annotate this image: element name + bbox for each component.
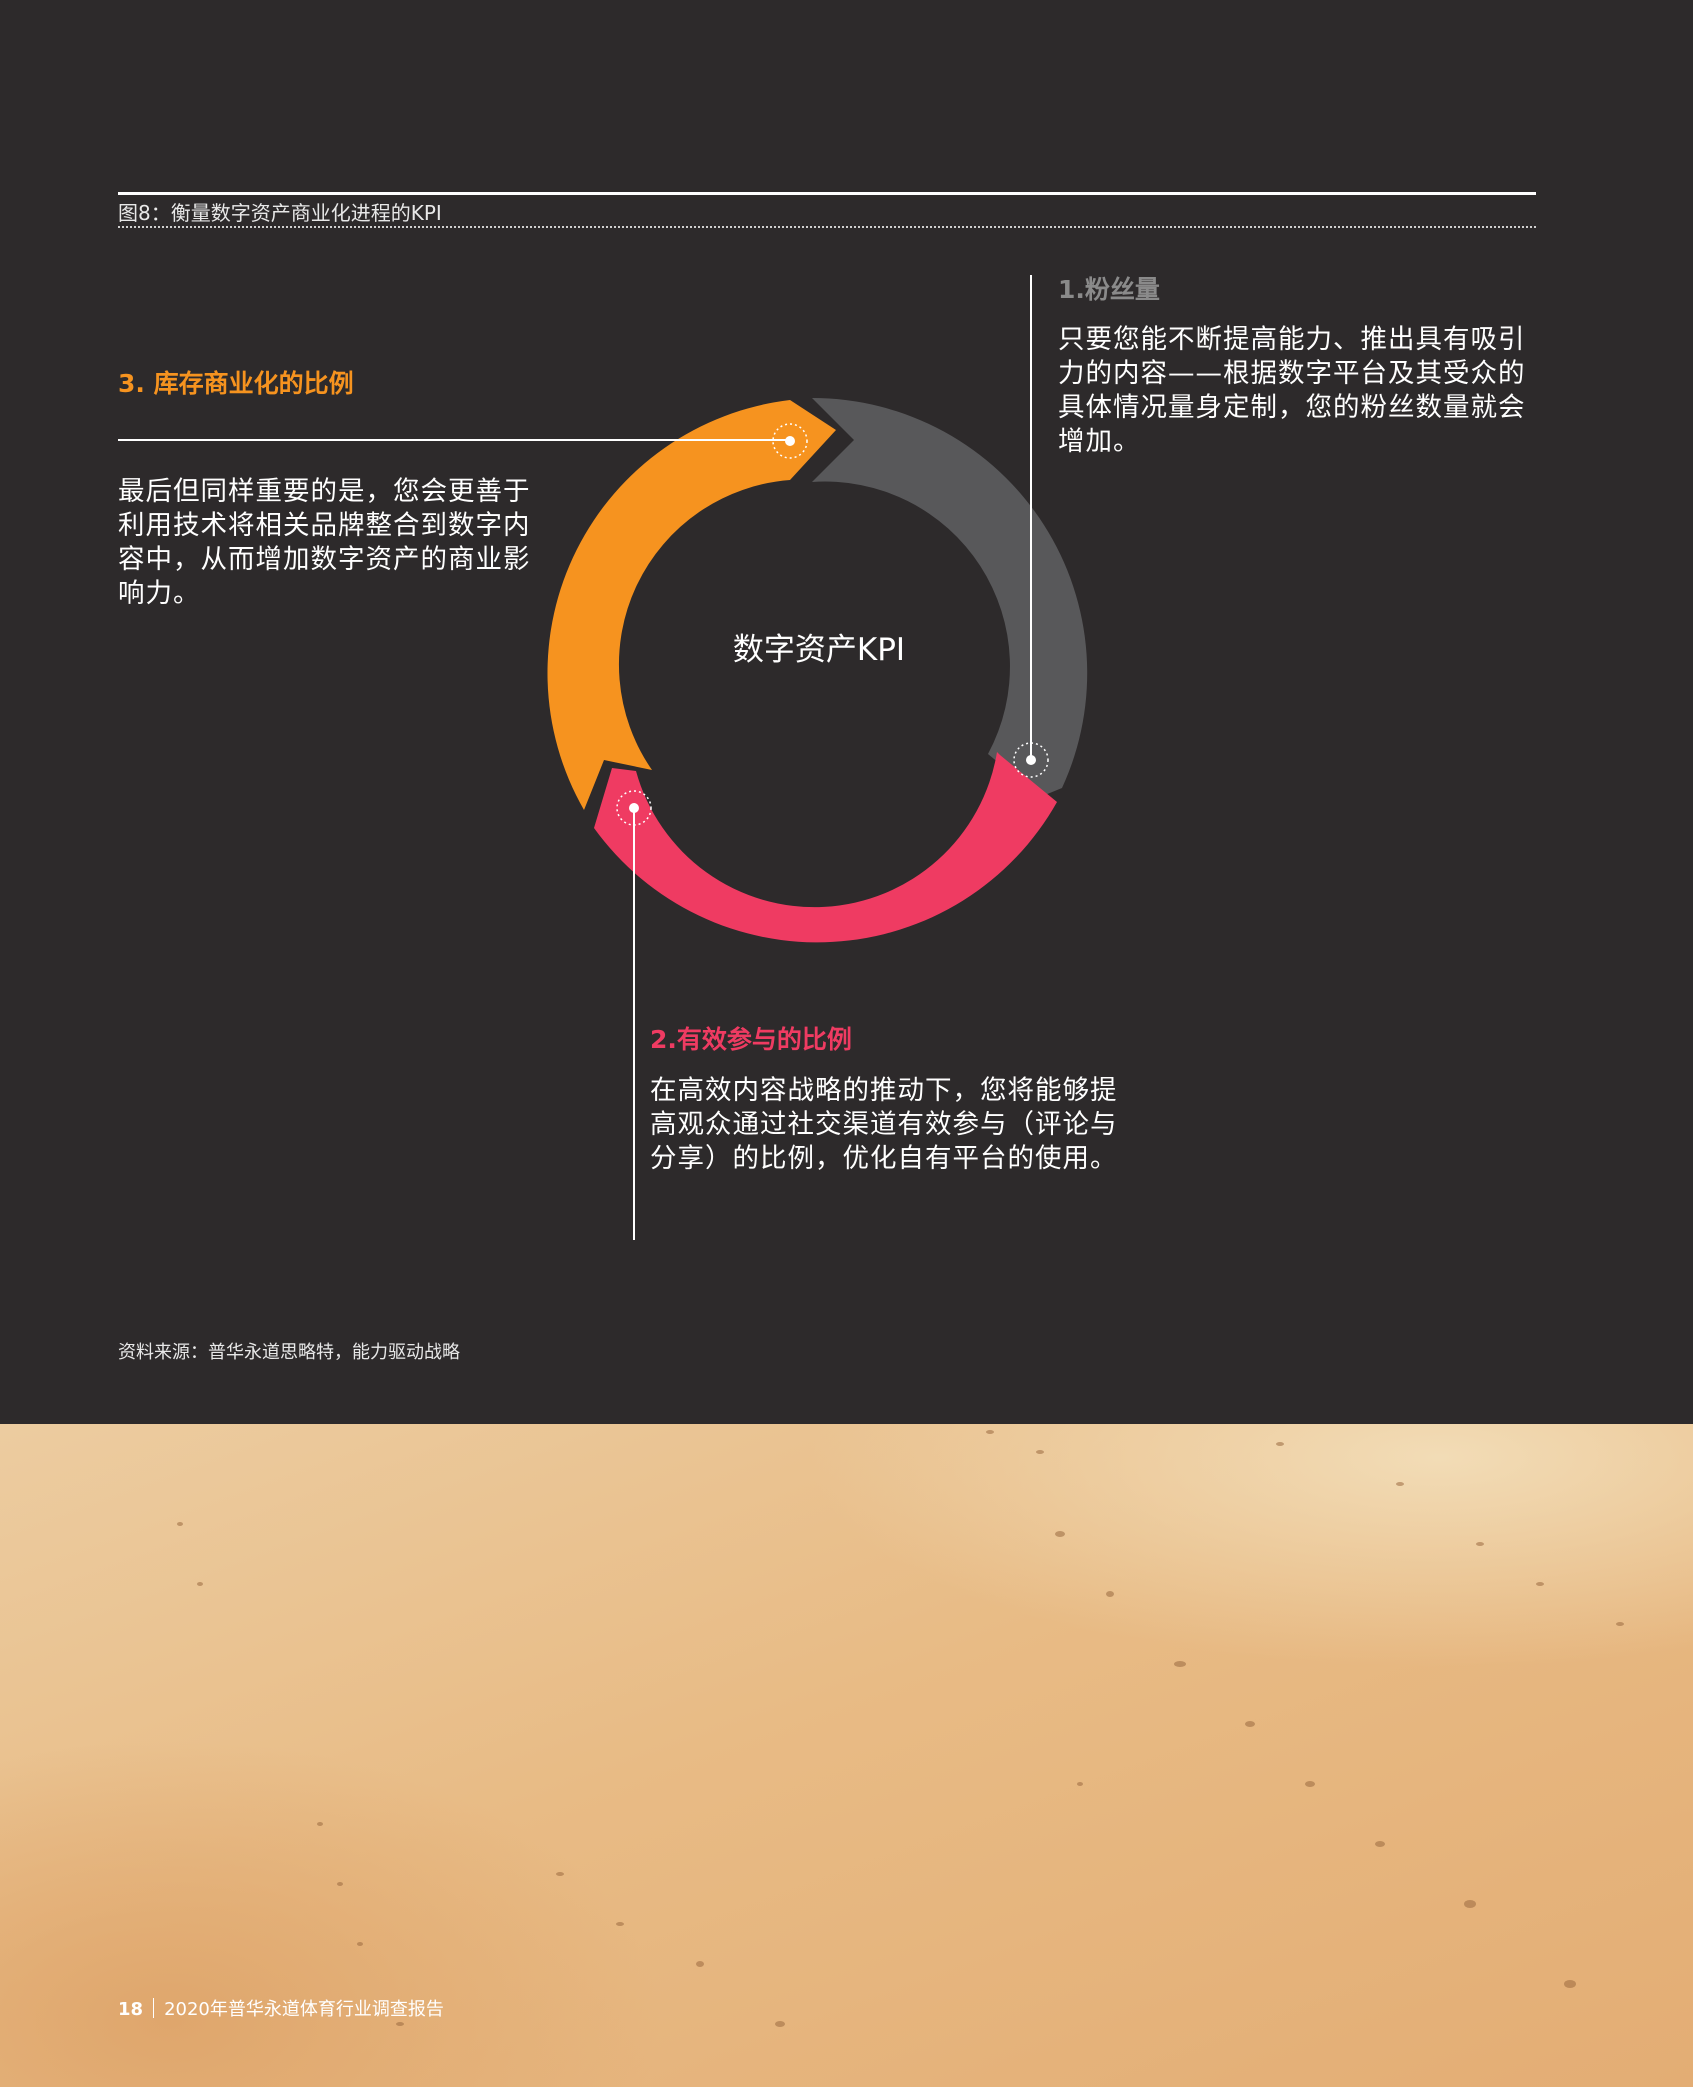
figure-dotted-rule: [118, 226, 1536, 228]
kpi-segment-engagement: [594, 752, 1057, 943]
report-title: 2020年普华永道体育行业调查报告: [164, 1999, 444, 2020]
connector-line-fans: [1030, 275, 1032, 760]
kpi-heading-inventory: 3. 库存商业化的比例: [118, 369, 354, 398]
diagram-center-label: 数字资产KPI: [733, 632, 905, 668]
footprints-texture: [177, 1430, 1624, 2027]
figure-source: 资料来源：普华永道思略特，能力驱动战略: [118, 1342, 460, 1363]
connector-line-inventory: [118, 439, 790, 441]
footer-divider: [153, 1998, 155, 2018]
figure-title: 图8：衡量数字资产商业化进程的KPI: [118, 201, 442, 225]
kpi-segment-fans: [812, 397, 1088, 797]
page-number: 18: [118, 1999, 144, 2020]
connector-line-engagement: [633, 808, 635, 1240]
kpi-text-fans: 只要您能不断提高能力、推出具有吸引力的内容——根据数字平台及其受众的具体情况量身…: [1058, 324, 1526, 457]
kpi-text-engagement: 在高效内容战略的推动下，您将能够提高观众通过社交渠道有效参与（评论与分享）的比例…: [650, 1075, 1118, 1174]
kpi-segment-inventory: [547, 400, 836, 810]
page-footer: 18 2020年普华永道体育行业调查报告: [118, 1995, 444, 2021]
sand-photo: [0, 1424, 1693, 2087]
figure-top-rule: [118, 192, 1536, 195]
dark-background: [0, 0, 1693, 1424]
kpi-cycle-diagram: 数字资产KPI: [547, 397, 1088, 943]
kpi-heading-fans: 1.粉丝量: [1058, 275, 1160, 304]
kpi-heading-engagement: 2.有效参与的比例: [650, 1025, 852, 1054]
kpi-text-inventory: 最后但同样重要的是，您会更善于利用技术将相关品牌整合到数字内容中，从而增加数字资…: [118, 476, 531, 609]
